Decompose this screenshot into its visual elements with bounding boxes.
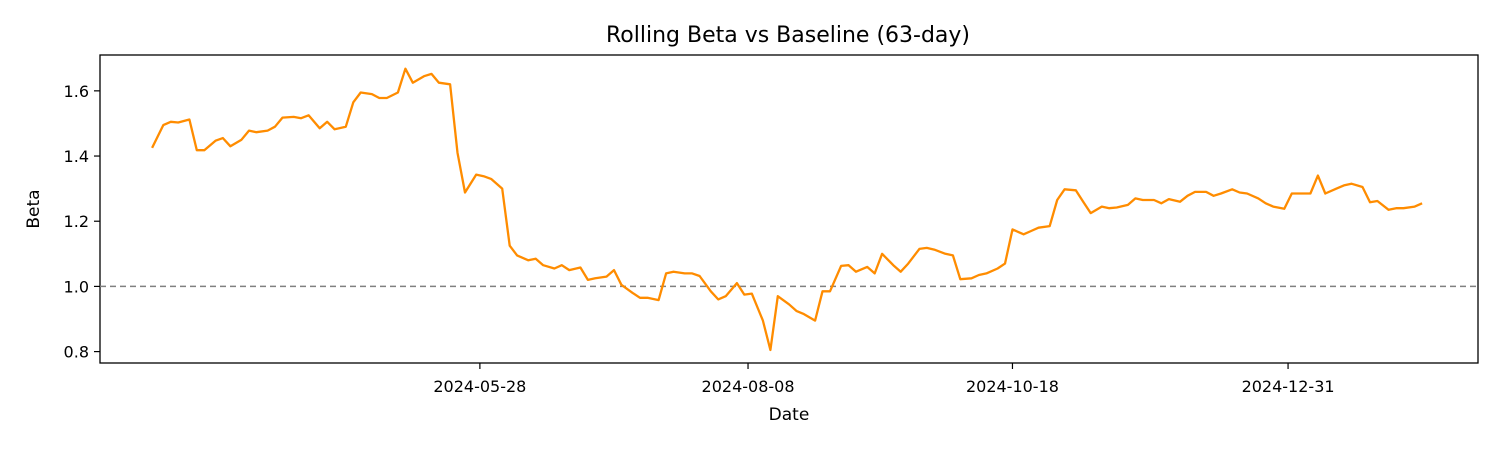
y-tick-label: 1.0 [64, 277, 89, 296]
x-tick-label: 2024-12-31 [1242, 377, 1335, 396]
x-tick-label: 2024-08-08 [702, 377, 795, 396]
y-tick-label: 1.4 [64, 147, 89, 166]
y-tick-label: 1.2 [64, 212, 89, 231]
y-tick-label: 1.6 [64, 82, 89, 101]
beta-series-line [151, 67, 1423, 352]
x-axis-label: Date [769, 405, 810, 425]
x-tick-label: 2024-05-28 [433, 377, 526, 396]
x-axis: 2024-05-28 2024-08-08 2024-10-18 2024-12-31 [433, 363, 1335, 396]
plot-area [99, 54, 1479, 364]
y-tick-label: 0.8 [64, 343, 89, 362]
y-axis: 0.8 1.0 1.2 1.4 1.6 [64, 82, 100, 362]
x-tick-label: 2024-10-18 [966, 377, 1059, 396]
chart-title: Rolling Beta vs Baseline (63-day) [606, 23, 970, 48]
y-axis-label: Beta [24, 189, 44, 228]
plot-frame [99, 54, 1479, 364]
